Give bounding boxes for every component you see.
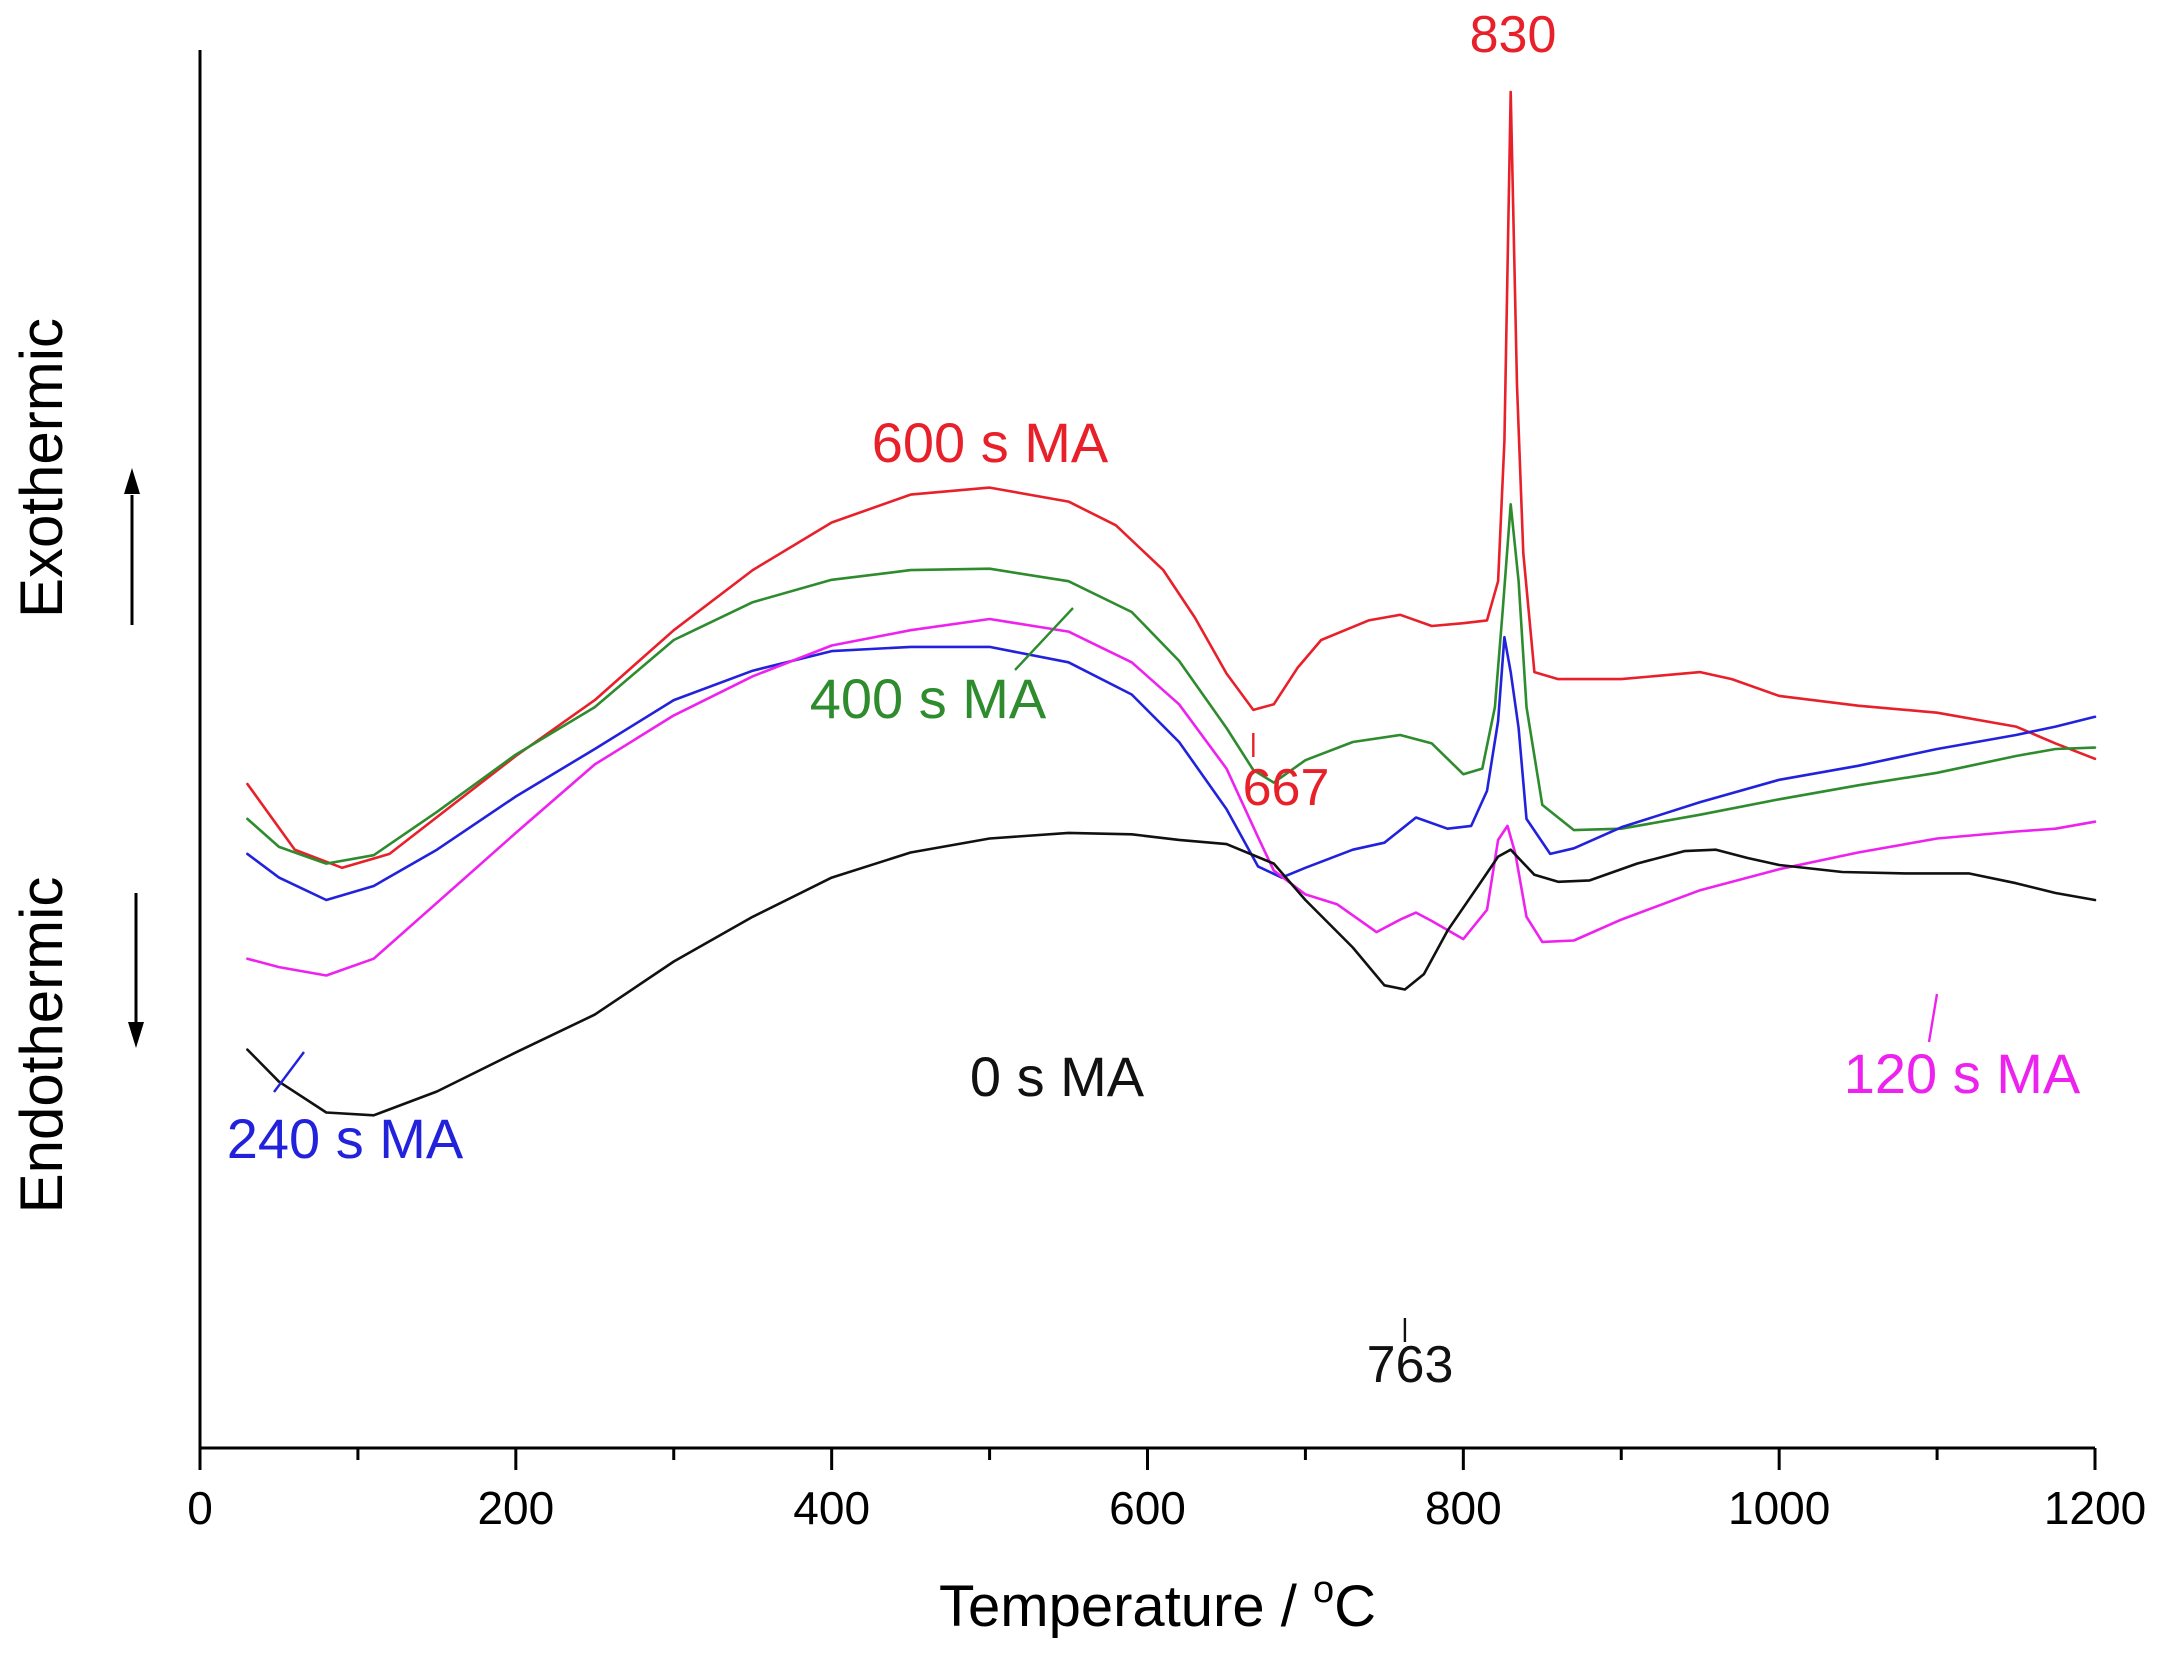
endothermic-arrow-head [128,1022,144,1048]
x-tick-label: 600 [1109,1482,1186,1534]
series-line-0-s-ma [246,831,2097,1117]
x-tick-label: 800 [1425,1482,1502,1534]
exothermic-arrow-head [124,468,140,494]
series-label-0-s-ma: 0 s MA [970,1045,1145,1108]
series-label-600-s-ma: 600 s MA [872,411,1109,474]
series-line-600-s-ma [246,90,2097,870]
x-tick-label: 400 [793,1482,870,1534]
x-tick-label: 0 [187,1482,213,1534]
series-label-400-s-ma: 400 s MA [810,667,1047,730]
leader-120s [1927,993,1939,1043]
peak-label-667: 667 [1243,759,1330,817]
axes: 0 200 400 600 800 1000 1200 Temperature / oC Exo… [8,50,2146,1639]
series-line-120-s-ma [246,617,2097,977]
labels-layer: 600 s MA 400 s MA 240 s MA 120 s MA 0 s MA 83… [227,6,2081,1394]
leader-400s [1014,607,1074,671]
series-label-240-s-ma: 240 s MA [227,1107,464,1170]
peak-label-763: 763 [1367,1336,1454,1394]
series-line-400-s-ma [246,502,2097,865]
x-axis-title: Temperature / oC [939,1569,1376,1639]
x-tick-label: 1000 [1728,1482,1830,1534]
series-label-120-s-ma: 120 s MA [1844,1042,2081,1105]
series-line-240-s-ma [246,635,2097,902]
series-layer [246,90,2097,1117]
y-label-endothermic: Endothermic [8,877,75,1214]
x-tick-label: 200 [477,1482,554,1534]
y-label-exothermic: Exothermic [8,318,75,618]
leader-240s [273,1051,305,1093]
peak-label-830: 830 [1470,6,1557,64]
x-tick-label: 1200 [2044,1482,2146,1534]
